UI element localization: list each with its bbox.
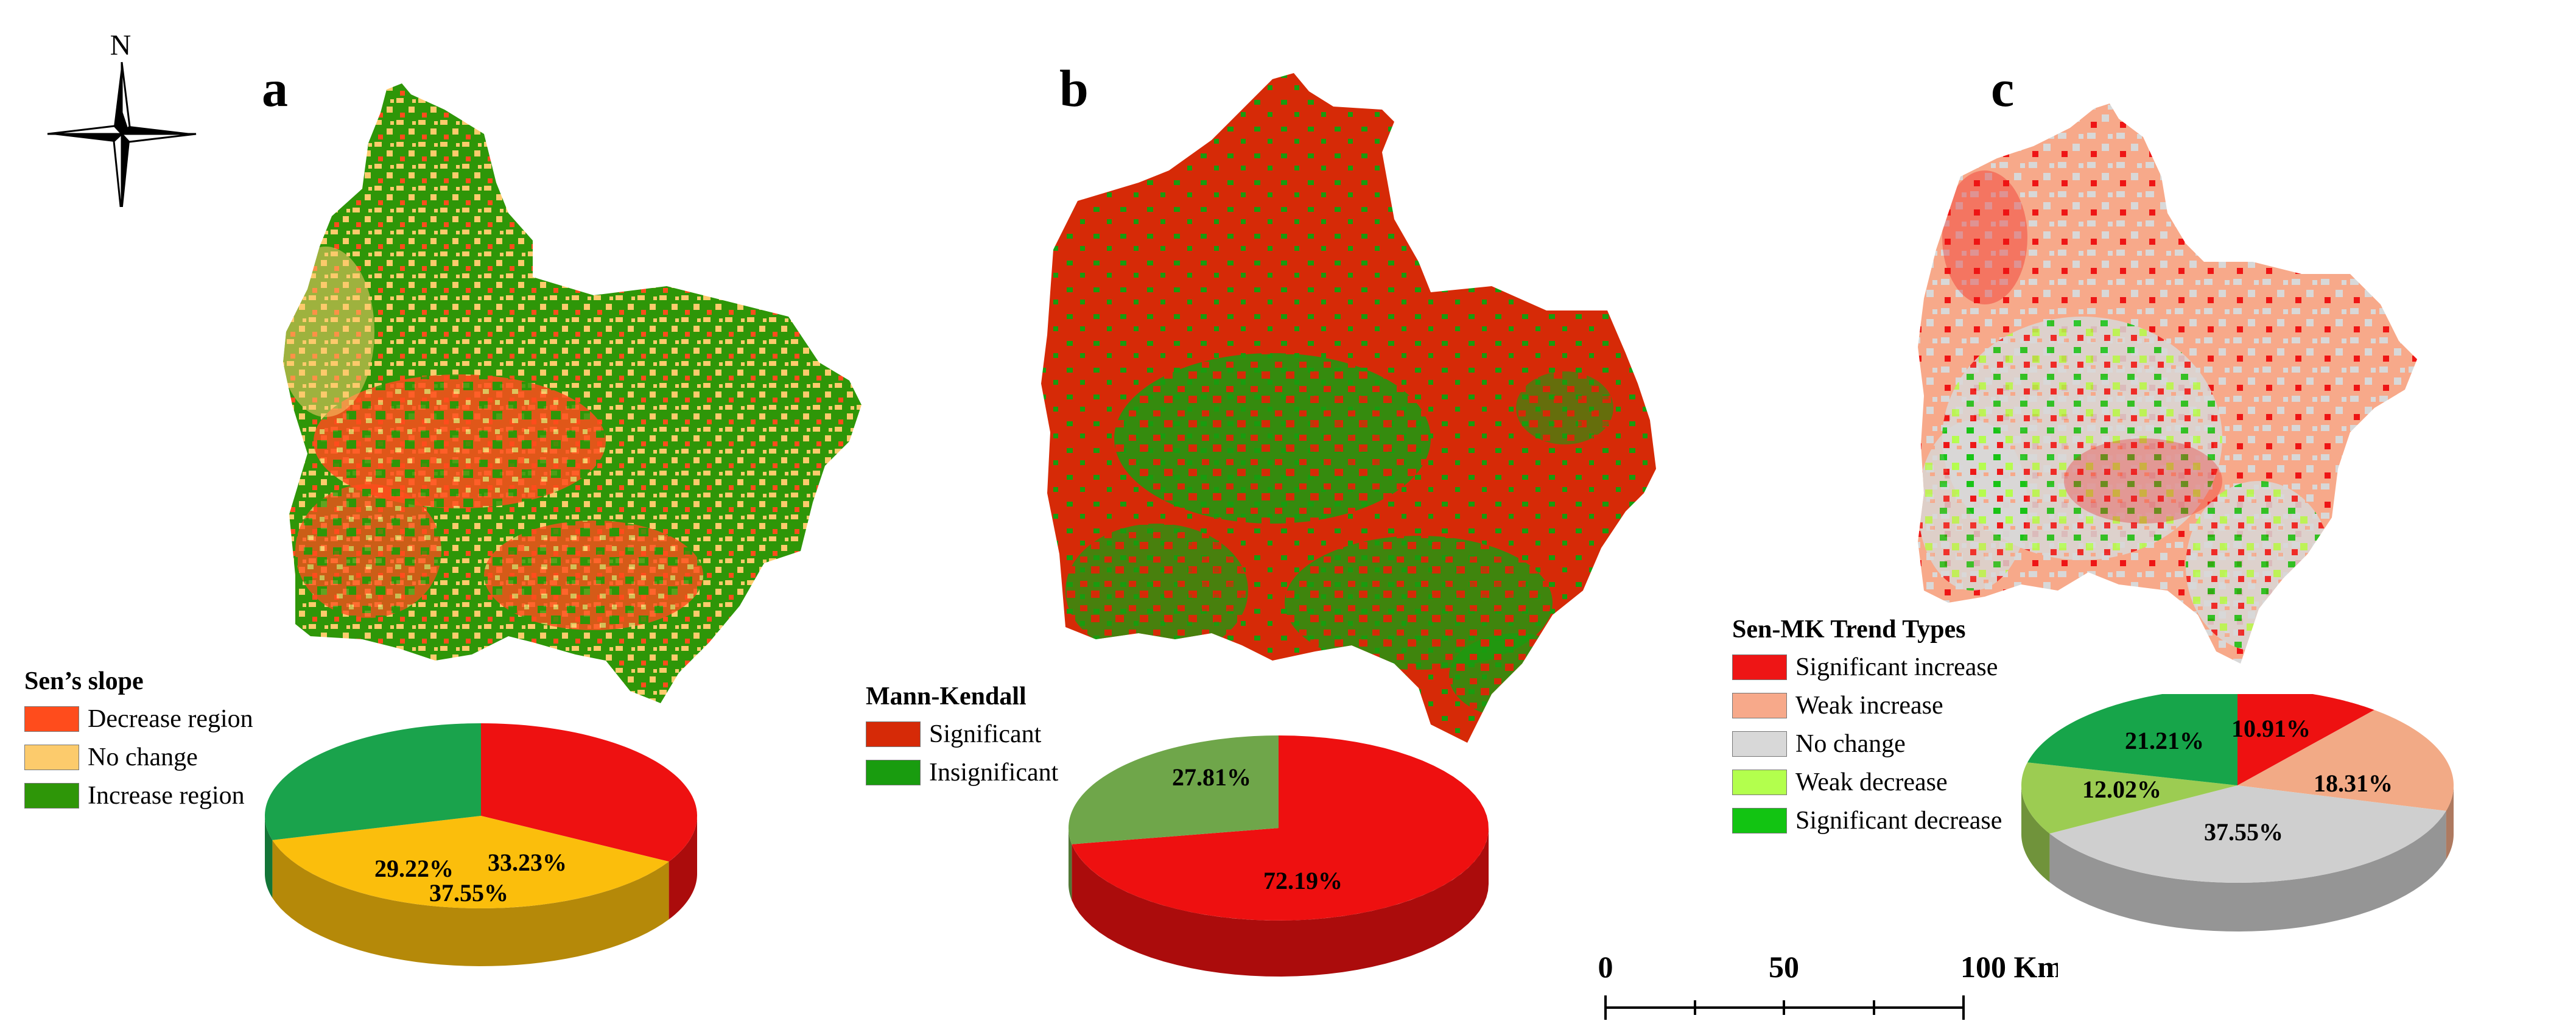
pie-slice-label: 18.31% — [2314, 770, 2393, 797]
panel-c: c — [1729, 0, 2576, 1035]
map-c — [1918, 103, 2417, 664]
pie-chart-c: 10.91% 18.31% 37.55% 12.02% 21.21% — [2021, 694, 2454, 931]
scale-tick-label: 50 — [1769, 950, 1799, 984]
pie-slice — [2049, 785, 2446, 883]
panel-letter: b — [1059, 59, 1089, 118]
legend-label: Weak increase — [1795, 691, 1943, 720]
pie-slice-label: 10.91% — [2231, 715, 2311, 742]
pie-slice — [1072, 735, 1489, 921]
scale-bar: 0 50 100 Km — [1598, 950, 2058, 1020]
pie-slice-label: 37.55% — [429, 879, 508, 907]
legend-label: Insignificant — [929, 758, 1059, 787]
panel-b: b Mann-Kendall Significant I — [865, 0, 1729, 1035]
swatch — [866, 759, 921, 785]
legend-title: Mann-Kendall — [866, 682, 1027, 710]
pie-slice — [2021, 762, 2237, 834]
pie-slice-side — [2446, 785, 2454, 860]
map-b — [1041, 73, 1656, 743]
pie-slice-label: 33.23% — [488, 849, 567, 876]
pie-slice — [2027, 694, 2237, 785]
legend-label: Increase region — [88, 781, 245, 810]
legend-item: Decrease region — [24, 700, 253, 738]
swatch — [24, 782, 79, 809]
legend-label: No change — [1795, 729, 1906, 758]
pie-slice-label: 12.02% — [2082, 776, 2161, 803]
pie-slice-side — [2021, 785, 2050, 883]
swatch — [24, 706, 79, 732]
legend-item: Significant — [866, 715, 1058, 753]
pie-slice-label: 21.21% — [2125, 727, 2204, 754]
pie-slice — [265, 723, 481, 840]
pie-slice — [481, 723, 697, 862]
legend-title: Sen’s slope — [24, 667, 144, 695]
pie-slice — [272, 816, 669, 908]
pie-chart-a: 33.23% 37.55%29.22% — [265, 723, 697, 966]
pie-slice-side — [1072, 828, 1489, 977]
panel-letter: c — [1991, 59, 2015, 118]
pie-slice-side — [272, 840, 669, 966]
pie-slice — [2237, 710, 2454, 811]
pie-slice-label: 72.19% — [1263, 867, 1342, 894]
legend-label: Significant — [929, 720, 1042, 748]
pie-slice-label: 27.81% — [1172, 763, 1251, 791]
swatch — [1732, 654, 1787, 680]
swatch — [866, 721, 921, 747]
pie-chart-b: 72.19% 27.81% — [1069, 735, 1489, 977]
pie-slice-side — [2049, 810, 2446, 931]
pie-slice-label: 29.22% — [374, 855, 454, 882]
legend-label: No change — [88, 743, 198, 771]
legend-item: Insignificant — [866, 753, 1058, 791]
legend-b: Mann-Kendall Significant Insignificant — [866, 682, 1058, 791]
panel-a: a Sen’s — [0, 0, 865, 1035]
legend-label: Weak decrease — [1795, 768, 1948, 796]
panel-letter: a — [262, 59, 288, 118]
legend-item: No change — [24, 738, 253, 776]
legend-item: Weak decrease — [1732, 763, 2002, 801]
pie-slice-side — [1069, 828, 1072, 900]
swatch — [1732, 769, 1787, 795]
north-label: N — [110, 29, 132, 61]
pie-slice-label: 37.55% — [2204, 818, 2283, 846]
scale-tick-label: 0 — [1598, 950, 1613, 984]
pie-slice — [1069, 735, 1279, 844]
north-arrow-icon: N — [47, 29, 197, 207]
legend-item: Weak increase — [1732, 686, 2002, 724]
legend-label: Significant increase — [1795, 653, 1998, 681]
legend-item: No change — [1732, 724, 2002, 763]
swatch — [24, 744, 79, 770]
pie-slice — [2237, 694, 2374, 785]
legend-item: Increase region — [24, 776, 253, 815]
swatch — [1732, 692, 1787, 718]
scale-tick-label: 100 Km — [1960, 950, 2058, 984]
pie-slice-side — [265, 816, 273, 898]
swatch — [1732, 731, 1787, 757]
legend-label: Significant decrease — [1795, 806, 2002, 835]
legend-title: Sen-MK Trend Types — [1732, 616, 1966, 644]
swatch — [1732, 807, 1787, 833]
legend-a: Sen’s slope Decrease region No change In… — [24, 667, 253, 815]
legend-item: Significant decrease — [1732, 801, 2002, 840]
pie-slice-side — [669, 816, 697, 920]
map-a — [283, 83, 862, 703]
legend-c: Sen-MK Trend Types Significant increase … — [1732, 615, 2002, 840]
legend-item: Significant increase — [1732, 648, 2002, 686]
legend-label: Decrease region — [88, 704, 253, 733]
